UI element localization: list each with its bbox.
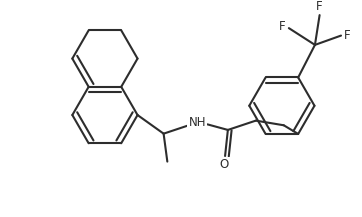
Text: NH: NH — [188, 116, 206, 129]
Text: F: F — [279, 20, 286, 33]
Text: F: F — [344, 29, 351, 42]
Text: O: O — [219, 158, 229, 171]
Text: F: F — [316, 0, 323, 13]
